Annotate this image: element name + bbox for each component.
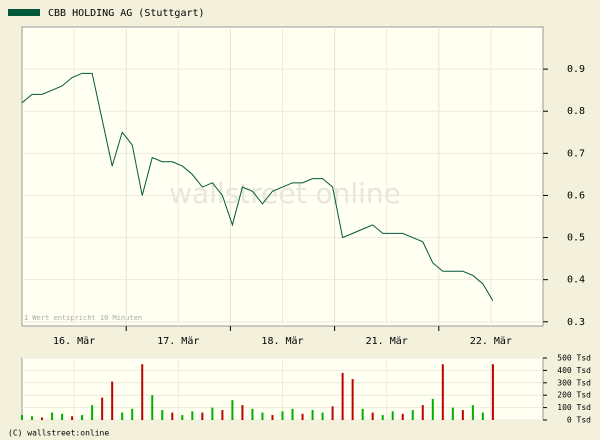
x-tick-label: 22. Mär <box>470 336 512 347</box>
volume-bar <box>51 412 54 420</box>
volume-bar <box>381 415 384 420</box>
volume-bar <box>481 412 484 420</box>
volume-bar <box>351 379 354 420</box>
volume-bar <box>101 397 104 420</box>
y-tick-label: 100 Tsd <box>557 403 591 412</box>
y-tick-label: 0.9 <box>567 64 585 75</box>
volume-bar <box>281 411 284 420</box>
annotation: 1 Wert entspricht 10 Minuten <box>24 314 142 322</box>
volume-bar <box>151 395 154 420</box>
y-tick-label: 0.5 <box>567 233 585 244</box>
y-tick-label: 300 Tsd <box>557 378 591 387</box>
volume-bar <box>341 372 344 420</box>
x-tick-label: 16. Mär <box>53 336 95 347</box>
volume-bar <box>61 413 64 420</box>
legend-swatch <box>8 9 40 16</box>
volume-bar <box>211 407 214 420</box>
volume-bar <box>131 408 134 420</box>
volume-bar <box>391 411 394 420</box>
y-tick-label: 0.7 <box>567 148 585 159</box>
volume-bar <box>411 410 414 420</box>
volume-bar <box>291 408 294 420</box>
y-tick-label: 400 Tsd <box>557 366 591 375</box>
volume-bar <box>161 410 164 420</box>
volume-bar <box>311 410 314 420</box>
volume-bar <box>241 405 244 420</box>
watermark: wallstreet online <box>169 177 401 210</box>
volume-bar <box>111 381 114 420</box>
volume-bar <box>231 400 234 420</box>
volume-bar <box>491 364 494 420</box>
volume-bar <box>191 411 194 420</box>
volume-bar <box>441 364 444 420</box>
volume-bar <box>321 412 324 420</box>
volume-bar <box>261 412 264 420</box>
volume-bar <box>361 408 364 420</box>
volume-bar <box>181 415 184 420</box>
y-tick-label: 0 Tsd <box>567 416 591 425</box>
volume-bar <box>271 415 274 420</box>
volume-bar <box>71 416 74 420</box>
y-tick-label: 500 Tsd <box>557 354 591 363</box>
volume-bar <box>81 415 84 420</box>
volume-bar <box>91 405 94 420</box>
volume-bar <box>301 413 304 420</box>
volume-bar <box>171 412 174 420</box>
volume-bar <box>471 405 474 420</box>
volume-bar <box>201 412 204 420</box>
y-tick-label: 0.8 <box>567 106 585 117</box>
volume-bar <box>451 407 454 420</box>
volume-bar <box>21 415 23 420</box>
y-tick-label: 0.3 <box>567 317 585 328</box>
legend-label: CBB HOLDING AG (Stuttgart) <box>48 8 205 19</box>
volume-bar <box>431 398 434 420</box>
y-tick-label: 0.4 <box>567 275 585 286</box>
volume-bar <box>461 410 464 420</box>
volume-bar <box>41 417 44 420</box>
volume-bar <box>251 408 254 420</box>
volume-bar <box>421 405 424 420</box>
y-tick-label: 200 Tsd <box>557 391 591 400</box>
y-tick-label: 0.6 <box>567 190 585 201</box>
x-tick-label: 17. Mär <box>157 336 199 347</box>
volume-bar <box>31 416 34 420</box>
volume-bar <box>331 406 334 420</box>
volume-bar <box>141 364 144 420</box>
volume-bar <box>401 413 404 420</box>
footer: (C) wallstreet:online <box>8 429 109 438</box>
x-tick-label: 18. Mär <box>261 336 303 347</box>
volume-bar <box>371 412 374 420</box>
x-tick-label: 21. Mär <box>366 336 408 347</box>
volume-bar <box>121 412 124 420</box>
volume-bar <box>221 410 224 420</box>
price-line <box>21 72 494 301</box>
